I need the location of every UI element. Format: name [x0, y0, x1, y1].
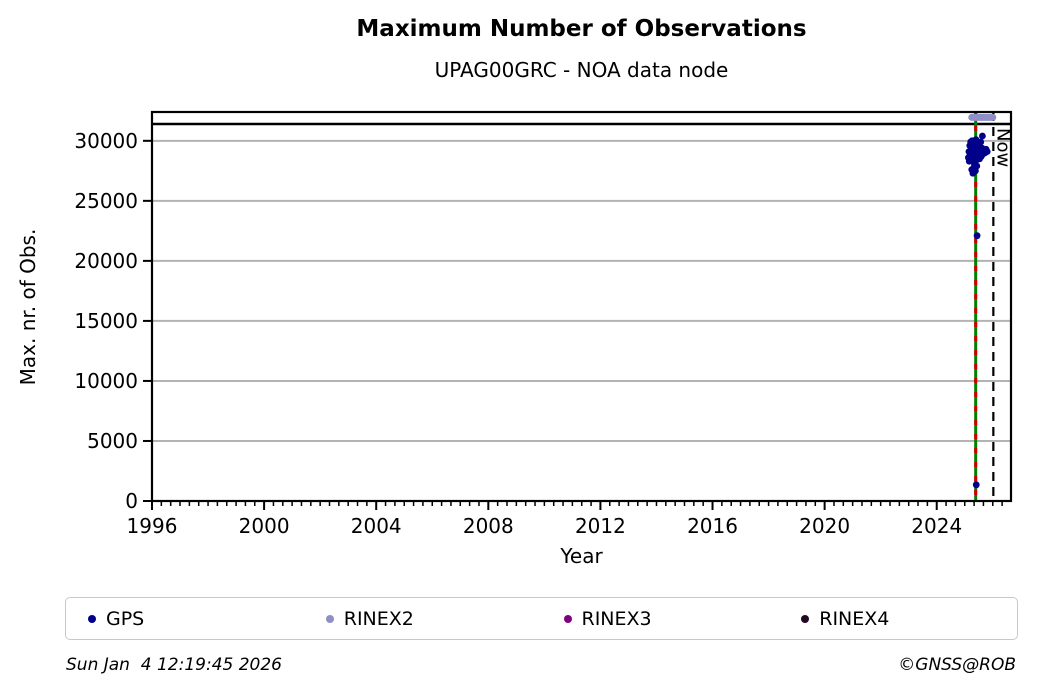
legend-item-rinex2: RINEX2 — [304, 608, 542, 630]
gps-marker-icon — [88, 614, 96, 623]
x-tick-label: 2024 — [911, 514, 962, 538]
legend-item-rinex3: RINEX3 — [542, 608, 780, 630]
rinex2-marker-icon — [325, 614, 334, 623]
gps-point — [973, 232, 981, 240]
x-tick-label: 2008 — [463, 514, 514, 538]
legend-label-gps: GPS — [106, 607, 145, 630]
y-tick-label: 0 — [125, 489, 138, 513]
legend-item-gps: GPS — [66, 608, 304, 630]
y-tick-label: 15000 — [74, 309, 138, 333]
x-tick-label: 2012 — [575, 514, 626, 538]
x-tick-label: 1996 — [127, 514, 178, 538]
plot-border — [150, 110, 1013, 503]
gps-point — [977, 138, 985, 146]
x-axis-label: Year — [560, 544, 603, 568]
x-tick-label: 2004 — [351, 514, 402, 538]
gps-point — [973, 162, 981, 170]
x-tick-label: 2000 — [239, 514, 290, 538]
legend-item-rinex4: RINEX4 — [779, 608, 1017, 630]
now-label: Now — [992, 128, 1013, 167]
x-tick-label: 2020 — [799, 514, 850, 538]
y-axis-label: Max. nr. of Obs. — [16, 228, 40, 386]
y-tick-label: 10000 — [74, 369, 138, 393]
legend: GPS RINEX2 RINEX3 RINEX4 — [65, 597, 1018, 640]
legend-label-rinex4: RINEX4 — [819, 607, 890, 630]
x-tick-label: 2016 — [687, 514, 738, 538]
gps-point — [979, 132, 986, 140]
plot-timestamp: Sun Jan 4 12:19:45 2026 — [66, 655, 282, 675]
gps-point — [972, 481, 980, 489]
plot-credit: ©GNSS@ROB — [898, 655, 1016, 675]
y-tick-label: 30000 — [74, 129, 138, 153]
y-tick-label: 25000 — [74, 189, 138, 213]
rinex3-marker-icon — [563, 614, 572, 623]
chart-title: Maximum Number of Observations — [356, 16, 807, 42]
y-tick-label: 20000 — [74, 249, 138, 273]
gps-point — [983, 148, 991, 156]
legend-label-rinex2: RINEX2 — [343, 607, 414, 630]
chart-plot-area: Now 0 5000 10000 15000 20000 25000 30000 1996 200… — [74, 110, 1013, 538]
legend-label-rinex3: RINEX3 — [581, 607, 652, 630]
chart-subtitle: UPAG00GRC - NOA data node — [434, 58, 729, 82]
y-tick-label: 5000 — [87, 429, 138, 453]
rinex4-marker-icon — [801, 614, 810, 623]
